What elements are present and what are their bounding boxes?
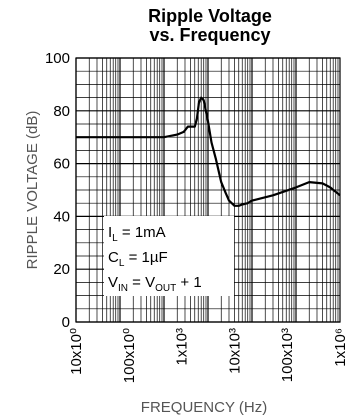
y-tick-label: 100: [45, 50, 70, 67]
x-tick-label: 10x10⁰: [68, 328, 85, 375]
x-tick-label: 1x10⁶: [332, 328, 349, 367]
x-axis-label: FREQUENCY (Hz): [141, 399, 267, 416]
x-tick-label: 10x10³: [226, 328, 243, 374]
y-tick-label: 20: [53, 261, 70, 278]
annotation-box: IL = 1mA CL = 1µF VIN = VOUT + 1: [104, 216, 234, 296]
x-tick-label: 100x10⁰: [121, 328, 138, 383]
x-tick-label: 100x10³: [279, 328, 296, 382]
y-tick-label: 60: [53, 156, 70, 173]
y-tick-label: 80: [53, 103, 70, 120]
y-axis-label: RIPPLE VOLTAGE (dB): [24, 111, 41, 270]
y-tick-label: 40: [53, 208, 70, 225]
x-tick-label: 1x10³: [174, 328, 191, 366]
